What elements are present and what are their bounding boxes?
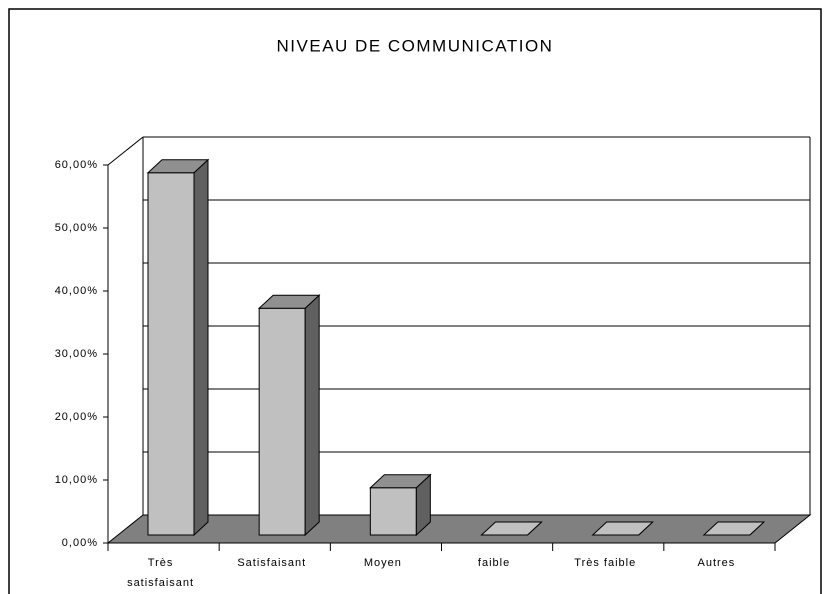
x-tick-label: Très faible <box>574 557 637 569</box>
bar-top <box>369 474 432 489</box>
x-tick-label: Moyen <box>363 557 402 569</box>
wall-edge <box>107 136 144 166</box>
bar-top <box>702 521 766 536</box>
bar-front <box>258 307 306 536</box>
x-tick-label: Autres <box>697 557 736 569</box>
bar-front <box>147 172 195 536</box>
y-tick-label: 40,00% <box>55 285 98 297</box>
x-tick-label: Très satisfaisant <box>127 557 195 589</box>
chart-title: NIVEAU DE COMMUNICATION <box>277 36 554 55</box>
y-tick-label: 50,00% <box>55 222 98 234</box>
bar-side <box>193 158 209 537</box>
bar-top <box>146 159 210 174</box>
bar <box>369 473 432 537</box>
bar-side <box>304 294 320 537</box>
x-tick-label: Satisfaisant <box>237 557 307 569</box>
y-tick-label: 30,00% <box>55 348 98 360</box>
bar <box>702 521 766 536</box>
x-tick-label: faible <box>477 557 511 569</box>
bar <box>257 294 321 537</box>
y-tick-label: 60,00% <box>55 159 98 171</box>
bar <box>591 521 654 536</box>
y-tick-label: 0,00% <box>62 537 98 549</box>
bar <box>146 158 210 537</box>
bar <box>480 521 543 536</box>
y-tick-label: 10,00% <box>55 474 98 486</box>
bar-top <box>591 521 654 536</box>
bar-top <box>257 294 321 309</box>
y-tick-label: 20,00% <box>55 411 98 423</box>
floor <box>106 514 812 544</box>
bar-front <box>369 487 417 536</box>
bar-top <box>480 521 543 536</box>
